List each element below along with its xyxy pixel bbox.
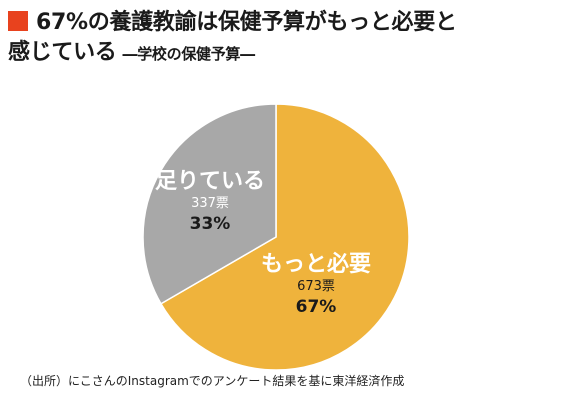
title-marker-square: [8, 11, 28, 31]
slice-label-1: 足りている: [155, 169, 265, 194]
slice-votes-1: 337票: [191, 196, 229, 211]
chart-subtitle: ―学校の保健予算―: [122, 45, 256, 63]
title-text-2: 感じている: [8, 40, 117, 65]
title-line-2: 感じている ―学校の保健予算―: [8, 38, 564, 69]
slice-percent-1: 33%: [190, 214, 231, 234]
chart-title: 67%の養護教諭は保健予算がもっと必要と 感じている ―学校の保健予算―: [8, 8, 564, 69]
slice-more-needed: [159, 103, 410, 371]
slice-votes-0: 673票: [297, 279, 335, 294]
slice-label-0: もっと必要: [261, 251, 371, 277]
title-text-1: 67%の養護教諭は保健予算がもっと必要と: [36, 10, 457, 35]
pie-labels: もっと必要 673票 67% 足りている 337票 33%: [155, 169, 371, 317]
slice-percent-0: 67%: [296, 297, 337, 317]
source-note: （出所）にこさんのInstagramでのアンケート結果を基に東洋経済作成: [20, 374, 405, 388]
slice-sufficient: [142, 103, 277, 305]
title-line-1: 67%の養護教諭は保健予算がもっと必要と: [8, 8, 564, 38]
pie-slices: [142, 103, 410, 371]
